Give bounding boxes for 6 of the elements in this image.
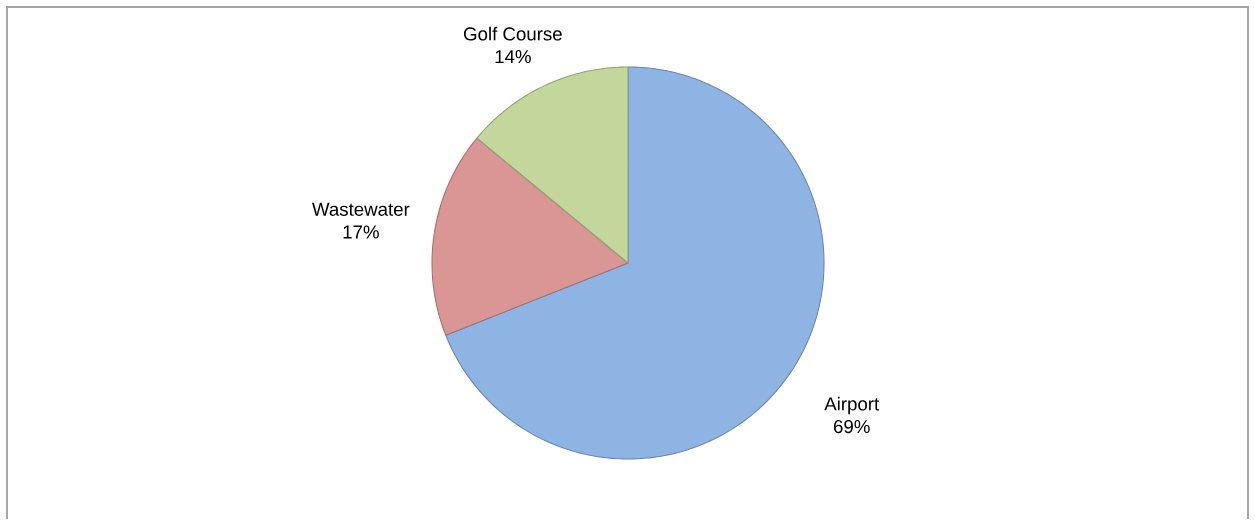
slice-label: Golf Course xyxy=(464,26,562,41)
slice-label: Airport xyxy=(824,396,880,415)
slice-label: Wastewater xyxy=(312,202,410,216)
data-label: 17% xyxy=(343,225,379,239)
data-label: 69% xyxy=(833,419,870,434)
data-label: 14% xyxy=(495,50,531,64)
